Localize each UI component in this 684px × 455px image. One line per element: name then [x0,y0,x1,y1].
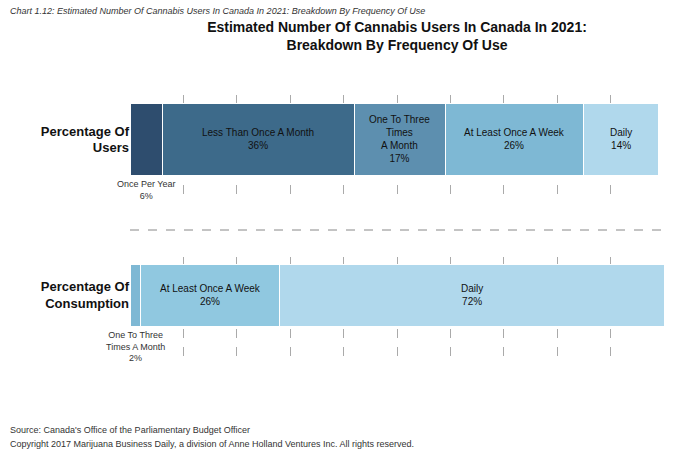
svg-text:Daily14%: Daily14% [610,127,632,151]
svg-text:At Least Once A Week26%: At Least Once A Week26% [160,283,261,307]
svg-text:Percentage OfUsers: Percentage OfUsers [41,124,130,156]
svg-text:Estimated Number Of Cannabis U: Estimated Number Of Cannabis Users In Ca… [207,19,587,53]
svg-text:Chart 1.12: Estimated Number O: Chart 1.12: Estimated Number Of Cannabis… [10,6,425,16]
svg-text:One To ThreeTimes A Month2%: One To ThreeTimes A Month2% [106,330,165,363]
svg-text:Less Than Once A Month36%: Less Than Once A Month36% [202,127,314,151]
svg-text:Once Per Year6%: Once Per Year6% [117,179,176,201]
svg-text:Percentage OfConsumption: Percentage OfConsumption [41,279,130,311]
svg-text:Copyright 2017 Marijuana Busin: Copyright 2017 Marijuana Business Daily,… [10,439,414,449]
svg-text:At Least Once A Week26%: At Least Once A Week26% [464,127,565,151]
svg-text:Source: Canada's Office of the: Source: Canada's Office of the Parliamen… [10,425,250,435]
svg-text:One To ThreeTimesA Month17%: One To ThreeTimesA Month17% [369,114,430,164]
svg-text:Daily72%: Daily72% [461,283,483,307]
